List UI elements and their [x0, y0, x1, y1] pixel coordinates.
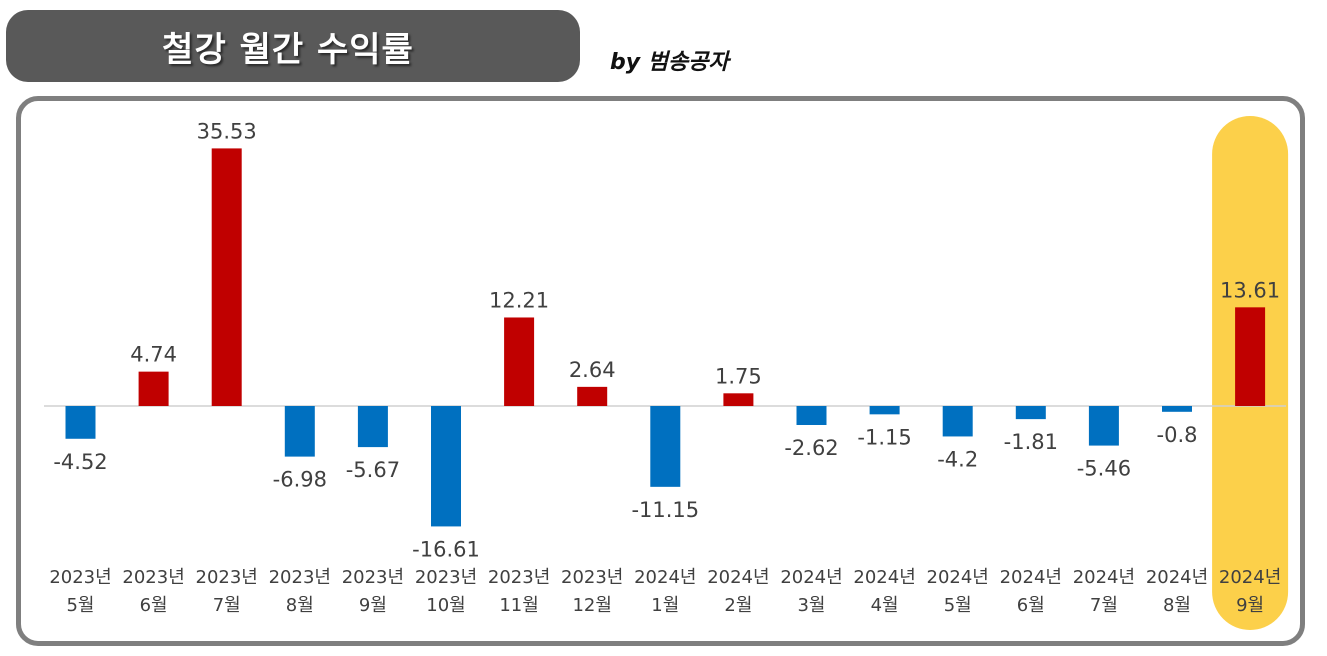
- tick-month-12: 5월: [944, 595, 972, 616]
- tick-year-10: 2024년: [780, 567, 842, 588]
- tick-year-11: 2024년: [853, 567, 915, 588]
- bar-2: [211, 148, 242, 406]
- tick-month-7: 12월: [572, 595, 611, 616]
- data-label-8: -11.15: [631, 498, 699, 522]
- tick-year-16: 2024년: [1219, 567, 1281, 588]
- tick-month-9: 2월: [724, 595, 752, 616]
- tick-month-5: 10월: [426, 595, 465, 616]
- tick-month-13: 6월: [1017, 595, 1045, 616]
- chart-frame: [16, 96, 1305, 646]
- bar-1: [138, 371, 169, 406]
- tick-month-14: 7월: [1090, 595, 1118, 616]
- bar-7: [577, 386, 608, 406]
- bar-10: [796, 406, 827, 425]
- bar-4: [357, 406, 388, 448]
- tick-month-16: 9월: [1236, 595, 1264, 616]
- tick-month-2: 7월: [213, 595, 241, 616]
- data-label-15: -0.8: [1157, 423, 1198, 447]
- tick-year-9: 2024년: [707, 567, 769, 588]
- bar-11: [869, 406, 900, 415]
- bar-12: [942, 406, 973, 437]
- tick-year-3: 2023년: [269, 567, 331, 588]
- author-byline: by 범송공자: [610, 50, 729, 75]
- tick-year-5: 2023년: [415, 567, 477, 588]
- bar-6: [504, 317, 535, 406]
- data-label-12: -4.2: [937, 447, 978, 471]
- bar-16: [1235, 307, 1266, 406]
- data-label-16: 13.61: [1220, 278, 1280, 302]
- tick-month-1: 6월: [140, 595, 168, 616]
- data-label-3: -6.98: [273, 468, 327, 492]
- bar-0: [65, 406, 96, 439]
- tick-year-2: 2023년: [196, 567, 258, 588]
- tick-year-4: 2023년: [342, 567, 404, 588]
- tick-year-0: 2023년: [49, 567, 111, 588]
- tick-month-15: 8월: [1163, 595, 1191, 616]
- tick-month-0: 5월: [66, 595, 94, 616]
- tick-month-3: 8월: [286, 595, 314, 616]
- bar-9: [723, 393, 754, 406]
- data-label-9: 1.75: [715, 364, 762, 388]
- data-label-13: -1.81: [1004, 430, 1058, 454]
- tick-year-12: 2024년: [927, 567, 989, 588]
- data-label-6: 12.21: [489, 288, 549, 312]
- data-label-7: 2.64: [569, 358, 616, 382]
- chart-title: 철강 월간 수익률: [162, 29, 414, 70]
- bar-15: [1162, 406, 1192, 412]
- tick-year-13: 2024년: [1000, 567, 1062, 588]
- bar-8: [650, 406, 681, 487]
- tick-month-4: 9월: [359, 595, 387, 616]
- data-label-14: -5.46: [1077, 457, 1131, 481]
- tick-year-8: 2024년: [634, 567, 696, 588]
- data-label-0: -4.52: [53, 450, 107, 474]
- bar-5: [431, 406, 461, 527]
- tick-year-14: 2024년: [1073, 567, 1135, 588]
- tick-month-11: 4월: [871, 595, 899, 616]
- data-label-11: -1.15: [857, 425, 911, 449]
- tick-month-10: 3월: [797, 595, 825, 616]
- data-label-5: -16.61: [412, 537, 480, 561]
- bar-3: [284, 406, 315, 457]
- data-label-1: 4.74: [130, 343, 177, 367]
- tick-year-1: 2023년: [122, 567, 184, 588]
- bar-14: [1088, 406, 1119, 446]
- data-label-4: -5.67: [346, 458, 400, 482]
- bar-13: [1015, 406, 1046, 420]
- title-banner: 철강 월간 수익률: [6, 10, 580, 82]
- data-label-2: 35.53: [197, 119, 257, 143]
- data-label-10: -2.62: [784, 436, 838, 460]
- tick-year-15: 2024년: [1146, 567, 1208, 588]
- tick-month-8: 1월: [651, 595, 679, 616]
- tick-year-6: 2023년: [488, 567, 550, 588]
- tick-month-6: 11월: [499, 595, 538, 616]
- tick-year-7: 2023년: [561, 567, 623, 588]
